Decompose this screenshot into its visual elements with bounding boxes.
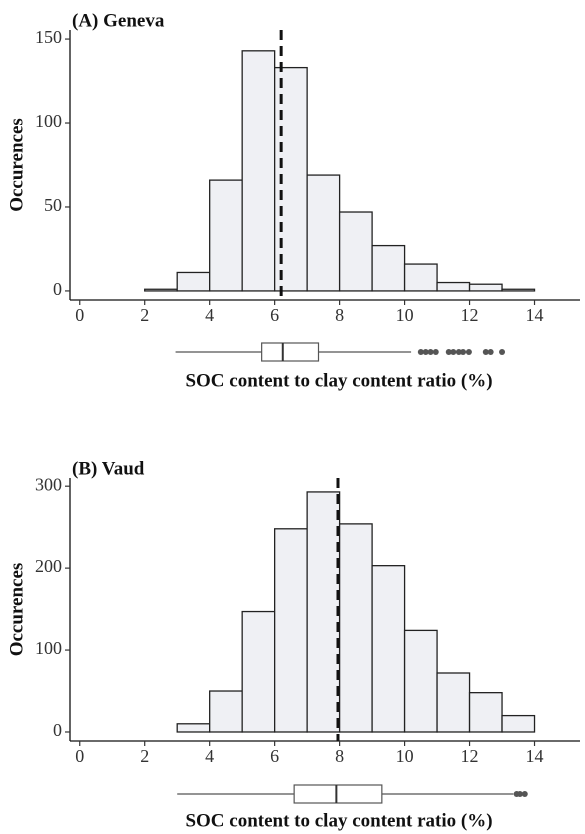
histogram-bar xyxy=(241,610,276,733)
x-tick-label: 10 xyxy=(396,746,414,766)
x-tick-label: 12 xyxy=(461,305,479,325)
x-tick-label: 8 xyxy=(335,305,344,325)
outlier xyxy=(422,349,429,355)
x-tick-label: 10 xyxy=(396,305,414,325)
histogram-bar xyxy=(338,523,373,733)
panel-title: (B) Vaud xyxy=(72,458,145,479)
panel-title: (A) Geneva xyxy=(72,10,165,31)
x-tick-label: 14 xyxy=(526,746,544,766)
outlier xyxy=(427,349,434,355)
outlier xyxy=(417,349,424,355)
histogram-bar xyxy=(501,288,536,292)
histogram-bar xyxy=(273,66,308,292)
x-tick-label: 4 xyxy=(205,305,214,325)
histogram-bar xyxy=(403,263,438,292)
histogram-bar xyxy=(209,690,243,733)
histogram-bar xyxy=(144,288,178,292)
y-tick-label: 300 xyxy=(35,474,62,494)
outlier xyxy=(445,349,452,355)
histogram-bar xyxy=(468,692,503,733)
x-tick-label: 8 xyxy=(335,746,344,766)
y-axis-label: Occurences xyxy=(6,563,27,657)
histogram-bar xyxy=(338,211,373,292)
x-tick-label: 0 xyxy=(75,305,84,325)
outlier xyxy=(450,349,457,355)
outlier xyxy=(521,791,528,797)
x-tick-label: 6 xyxy=(270,746,279,766)
outlier xyxy=(465,349,472,355)
histogram-bar xyxy=(468,283,503,292)
y-tick-label: 200 xyxy=(35,556,62,576)
histogram-bar xyxy=(209,179,243,292)
y-tick-label: 100 xyxy=(35,111,62,131)
histogram-bar xyxy=(501,714,536,733)
histogram-bar xyxy=(403,629,438,733)
outlier xyxy=(482,349,489,355)
histogram-bar xyxy=(436,281,471,292)
x-tick-label: 6 xyxy=(270,305,279,325)
x-axis-label: SOC content to clay content ratio (%) xyxy=(185,370,492,391)
outlier xyxy=(460,349,467,355)
x-tick-label: 2 xyxy=(140,305,149,325)
x-tick-label: 12 xyxy=(461,746,479,766)
y-axis-label: Occurences xyxy=(6,118,27,212)
outlier xyxy=(516,791,523,797)
y-tick-label: 100 xyxy=(35,638,62,658)
x-tick-label: 4 xyxy=(205,746,214,766)
x-tick-label: 14 xyxy=(526,305,544,325)
histogram-bar xyxy=(371,565,406,733)
histogram-bar xyxy=(176,271,211,292)
histogram-bar xyxy=(436,672,471,733)
histogram-bar xyxy=(306,174,341,292)
histogram-bar xyxy=(273,528,308,733)
y-tick-label: 150 xyxy=(35,27,62,47)
histogram-bar xyxy=(306,491,341,733)
outlier xyxy=(487,349,494,355)
x-tick-label: 0 xyxy=(75,746,84,766)
box xyxy=(261,342,320,362)
y-tick-label: 0 xyxy=(53,720,62,740)
y-tick-label: 50 xyxy=(44,195,62,215)
x-axis-label: SOC content to clay content ratio (%) xyxy=(185,810,492,831)
histogram-bar xyxy=(371,244,406,292)
y-tick-label: 0 xyxy=(53,279,62,299)
box xyxy=(293,784,383,804)
outlier xyxy=(432,349,439,355)
histogram-bar xyxy=(241,50,276,292)
outlier xyxy=(499,349,506,355)
outlier xyxy=(455,349,462,355)
x-tick-label: 2 xyxy=(140,746,149,766)
histogram-bar xyxy=(176,723,211,733)
